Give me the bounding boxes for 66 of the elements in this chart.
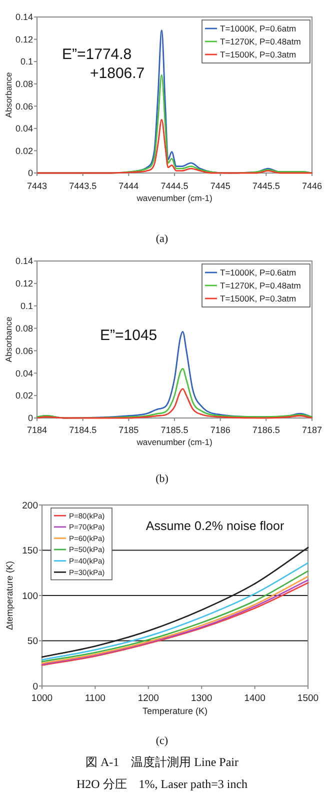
- line-series: [36, 118, 313, 174]
- text: (a): [156, 233, 168, 245]
- x-tick-label: 7186: [210, 425, 230, 435]
- y-tick-label: 0: [32, 681, 38, 692]
- x-tick-label: 7185.5: [160, 425, 188, 435]
- legend-label: T=1500K, P=0.3atm: [220, 49, 296, 60]
- x-tick-label: 7445: [210, 181, 230, 191]
- x-tick-label: 7443: [26, 181, 48, 191]
- x-axis-title: Temperature (K): [142, 706, 208, 716]
- y-tick-label: 0.08: [15, 323, 33, 334]
- x-tick-label: 7186.5: [252, 425, 280, 435]
- x-tick-label: 7444: [118, 181, 139, 191]
- text: 図 A-1 温度計測用 Line Pair: [86, 755, 238, 769]
- x-tick-label: 7445.5: [252, 181, 280, 191]
- x-tick-label: 7185: [118, 425, 139, 435]
- y-tick-label: 0.02: [15, 390, 33, 401]
- legend-label: T=1500K, P=0.3atm: [220, 293, 296, 304]
- y-tick-label: 0.02: [15, 146, 33, 156]
- y-tick-label: 100: [22, 590, 38, 602]
- y-tick-label: 0: [28, 168, 33, 178]
- x-tick-label: 7184.5: [69, 425, 97, 435]
- x-tick-label: 7187: [302, 425, 322, 435]
- y-tick-label: 0.1: [20, 56, 33, 67]
- y-tick-label: 0: [28, 413, 33, 424]
- legend-label: T=1000K, P=0.6atm: [220, 23, 296, 34]
- legend-label: T=1270K, P=0.48atm: [220, 280, 301, 290]
- legend-label: T=1270K, P=0.48atm: [220, 36, 301, 46]
- x-axis-title: wavenumber (cm-1): [136, 437, 212, 447]
- y-axis-title: Absorbance: [3, 316, 14, 362]
- y-tick-label: 0.14: [15, 256, 33, 266]
- y-tick-label: 0.08: [15, 79, 33, 90]
- text: H2O 分圧 1%, Laser path=3 inch: [76, 777, 248, 791]
- line-series: [41, 546, 309, 658]
- x-tick-label: 1400: [244, 693, 266, 704]
- y-tick-label: 0.12: [15, 34, 33, 44]
- annotation: E”=1045: [100, 327, 158, 344]
- y-tick-label: 150: [22, 546, 38, 557]
- line-series: [36, 368, 313, 419]
- y-tick-label: 50: [27, 636, 38, 648]
- x-axis-title: wavenumber (cm-1): [136, 193, 212, 203]
- text: (b): [156, 473, 169, 485]
- x-tick-label: 7446: [302, 181, 322, 191]
- y-tick-label: 0.04: [15, 368, 33, 378]
- annotation: +1806.7: [90, 65, 145, 82]
- y-axis-title: Absorbance: [3, 72, 14, 118]
- x-tick-label: 7184: [26, 425, 48, 435]
- x-tick-label: 1500: [297, 693, 319, 704]
- y-tick-label: 0.14: [15, 12, 33, 22]
- annotation: E”=1774.8: [62, 46, 132, 63]
- line-series: [36, 388, 313, 419]
- x-tick-label: 1000: [31, 693, 53, 704]
- x-tick-label: 7444.5: [160, 181, 188, 191]
- x-tick-label: 1200: [138, 693, 159, 704]
- text: (c): [156, 735, 168, 747]
- y-tick-label: 0.06: [15, 101, 33, 112]
- legend-label: T=1000K, P=0.6atm: [220, 267, 296, 278]
- x-tick-label: 1300: [191, 693, 212, 704]
- y-axis-title: Δtemperature (K): [4, 560, 14, 630]
- x-tick-label: 7443.5: [69, 181, 97, 191]
- y-tick-label: 0.04: [15, 124, 33, 134]
- x-tick-label: 1100: [84, 693, 106, 704]
- y-tick-label: 0.1: [20, 301, 33, 312]
- y-tick-label: 200: [22, 500, 38, 512]
- y-tick-label: 0.12: [15, 278, 33, 289]
- annotation: Assume 0.2% noise floor: [146, 519, 284, 533]
- y-tick-label: 0.06: [15, 346, 33, 356]
